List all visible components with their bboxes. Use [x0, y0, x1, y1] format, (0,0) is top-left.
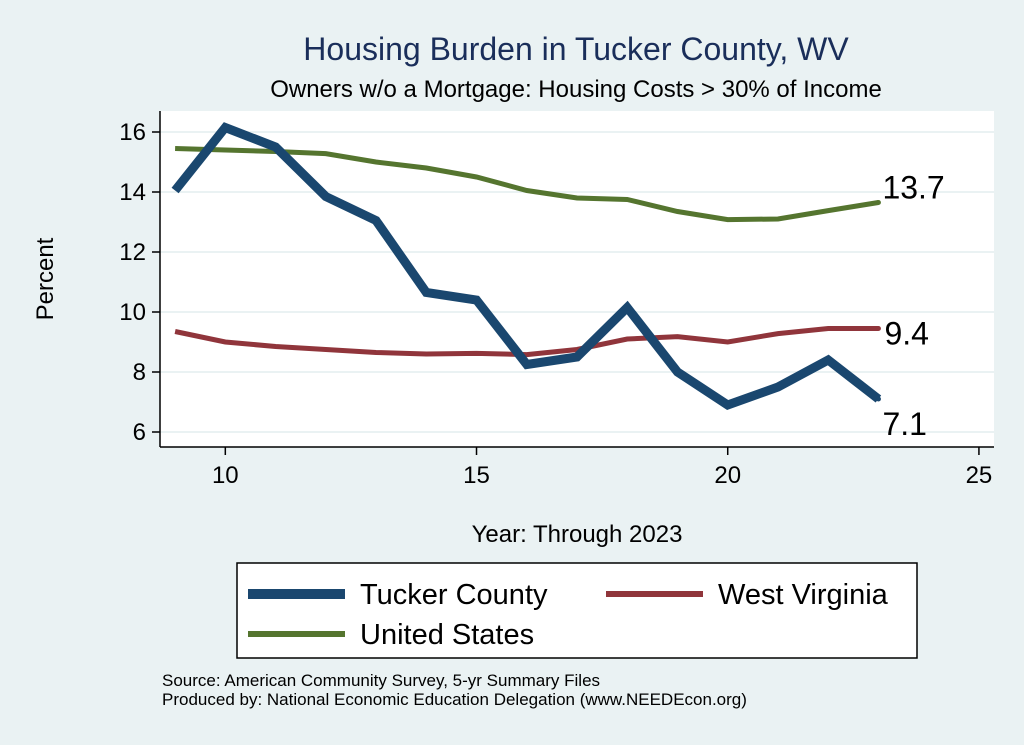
x-tick-label-20: 20 — [714, 462, 741, 489]
chart-subtitle: Owners w/o a Mortgage: Housing Costs > 3… — [270, 76, 882, 103]
y-tick-label-14: 14 — [119, 179, 146, 206]
y-tick-label-10: 10 — [119, 299, 146, 326]
end-point-united-states — [875, 200, 881, 205]
y-tick-label-12: 12 — [119, 239, 146, 266]
tick-labels: 6 8 10 12 14 16 10 15 20 25 — [119, 119, 992, 489]
y-tick-label-8: 8 — [133, 359, 146, 386]
x-axis-label: Year: Through 2023 — [472, 521, 683, 548]
chart-title: Housing Burden in Tucker County, WV — [303, 31, 849, 67]
grid-lines — [160, 131, 994, 433]
end-label-united-states: 13.7 — [882, 170, 944, 206]
x-tick-label-10: 10 — [212, 462, 239, 489]
end-point-tucker-county — [875, 396, 881, 402]
producer-note: Produced by: National Economic Education… — [162, 690, 747, 709]
end-point-west-virginia — [875, 326, 881, 331]
legend-box — [236, 562, 918, 659]
legend: Tucker County West Virginia United States — [248, 579, 889, 651]
x-tick-label-25: 25 — [966, 462, 993, 489]
series-lines — [171, 122, 882, 410]
y-tick-label-16: 16 — [119, 119, 146, 146]
x-tick-label-15: 15 — [463, 462, 490, 489]
end-label-west-virginia: 9.4 — [884, 316, 928, 352]
legend-label-west-virginia: West Virginia — [718, 579, 889, 611]
end-labels: 7.1 9.4 13.7 — [882, 170, 944, 443]
legend-label-tucker-county: Tucker County — [360, 579, 548, 611]
axes — [152, 111, 994, 455]
series-line-west-virginia — [174, 326, 879, 358]
series-line-united-states — [175, 146, 879, 223]
y-tick-label-6: 6 — [133, 419, 146, 446]
end-label-tucker-county: 7.1 — [882, 406, 926, 442]
y-axis-label: Percent — [32, 237, 59, 320]
series-line-tucker-county — [171, 122, 882, 410]
source-note: Source: American Community Survey, 5-yr … — [162, 671, 600, 690]
legend-label-united-states: United States — [360, 619, 534, 651]
